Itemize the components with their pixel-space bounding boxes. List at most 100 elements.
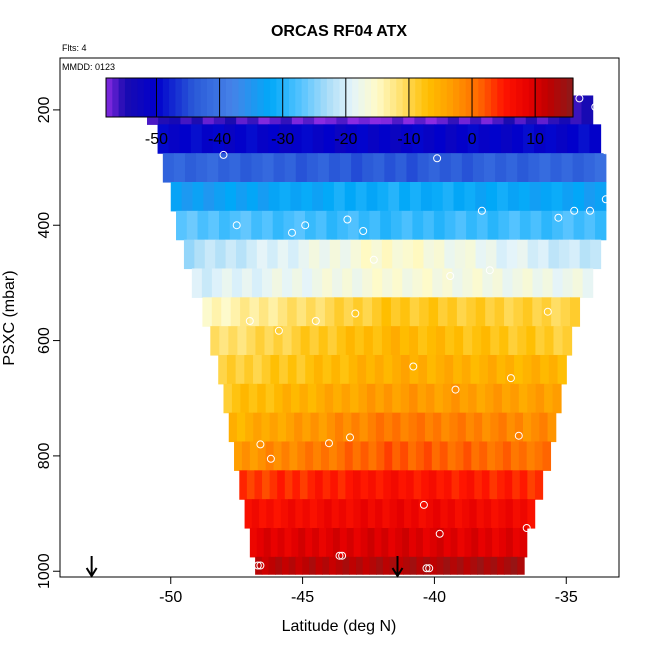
heatmap-cell [235, 124, 247, 154]
heatmap-cell [212, 124, 225, 154]
heatmap-cell [562, 210, 575, 241]
heatmap-cell [282, 556, 290, 575]
heatmap-cell [312, 268, 323, 298]
colorbar-tick-label: 0 [468, 131, 477, 148]
heatmap-cell [226, 354, 237, 385]
heatmap-cell [306, 297, 317, 327]
colorbar-segment [301, 78, 309, 117]
heatmap-cell [403, 556, 411, 575]
heatmap-cell [285, 412, 295, 443]
heatmap-cell [244, 499, 253, 529]
heatmap-cell [336, 326, 347, 356]
heatmap-cell [522, 268, 534, 298]
heatmap-cell [290, 181, 302, 212]
colorbar-tick-label: -30 [271, 131, 294, 148]
heatmap-cell [442, 268, 453, 298]
heatmap-cell [570, 297, 581, 327]
x-tick-label: -35 [555, 589, 578, 606]
heatmap-cell [277, 527, 286, 558]
heatmap-cell [289, 441, 298, 471]
heatmap-cell [418, 354, 428, 385]
heatmap-cell [273, 499, 282, 529]
heatmap-cell [291, 326, 302, 356]
colorbar-segment [415, 78, 423, 117]
heatmap-cell [392, 383, 402, 414]
heatmap-cell [282, 268, 293, 298]
heatmap-cell [248, 383, 258, 414]
heatmap-cell [345, 470, 354, 500]
heatmap-cell [534, 470, 544, 500]
heatmap-cell [406, 153, 419, 183]
heatmap-cell [427, 354, 437, 385]
heatmap-cell [449, 412, 459, 443]
heatmap-cell [270, 527, 279, 558]
colorbar-segment [339, 78, 347, 117]
heatmap-cell [519, 210, 532, 241]
heatmap-cell [253, 412, 263, 443]
heatmap-cell [415, 527, 424, 558]
heatmap-cell [570, 95, 583, 125]
flights-label: Flts: 4 [62, 43, 87, 53]
heatmap-cell [551, 181, 563, 212]
heatmap-cell [417, 383, 427, 414]
colorbar-segment [156, 78, 164, 117]
heatmap-cell [295, 499, 304, 529]
heatmap-cell [584, 210, 596, 241]
colorbar-segment [478, 78, 486, 117]
heatmap-cell [464, 527, 472, 558]
heatmap-cell [439, 153, 452, 183]
heatmap-cell [234, 441, 243, 471]
heatmap-cell [517, 326, 527, 356]
heatmap-cell [499, 326, 509, 356]
heatmap-cell [522, 354, 533, 385]
colorbar-segment [175, 78, 183, 117]
heatmap-cell [362, 556, 371, 575]
colorbar-segment [497, 78, 505, 117]
heatmap-cell [463, 556, 471, 575]
heatmap-cell [464, 181, 476, 212]
heatmap-cell [491, 499, 499, 529]
heatmap-cell [459, 383, 469, 414]
colorbar-segment [389, 78, 397, 117]
heatmap-cell [544, 326, 555, 356]
heatmap-cell [246, 470, 256, 500]
heatmap-cell [342, 556, 350, 575]
heatmap-cell [572, 153, 585, 183]
colorbar-segment [106, 78, 113, 117]
heatmap-cell [382, 499, 391, 529]
data-point [543, 307, 552, 316]
heatmap-cell [466, 210, 478, 241]
heatmap-cell [457, 527, 466, 558]
colorbar-segment [124, 78, 132, 117]
heatmap-cell [447, 297, 458, 327]
colorbar-segment [377, 78, 385, 117]
heatmap-cell [312, 124, 325, 154]
heatmap-cell [552, 210, 564, 241]
heatmap-cell [415, 441, 425, 471]
heatmap-cell [324, 383, 334, 414]
colorbar-segment [396, 78, 404, 117]
heatmap-cell [489, 470, 498, 500]
heatmap-cell [542, 441, 552, 471]
heatmap-cell [485, 239, 497, 270]
heatmap-cell [461, 354, 472, 385]
heatmap-cell [512, 470, 521, 500]
heatmap-cell [519, 470, 528, 500]
heatmap-cell [263, 527, 272, 558]
heatmap-cell [527, 383, 537, 414]
heatmap-cell [542, 268, 554, 298]
heatmap-cell [192, 181, 204, 212]
heatmap-cell [312, 527, 320, 558]
heatmap-cell [408, 412, 418, 443]
heatmap-cell [282, 326, 293, 356]
heatmap-cell [348, 354, 359, 385]
heatmap-cell [478, 527, 486, 558]
heatmap-cell [228, 326, 238, 356]
heatmap-cell [551, 297, 562, 327]
heatmap-cell [230, 297, 241, 327]
heatmap-cell [256, 239, 268, 270]
data-point [554, 213, 563, 222]
heatmap-cell [229, 153, 241, 183]
heatmap-cell [471, 441, 480, 471]
heatmap-cell [409, 556, 418, 575]
